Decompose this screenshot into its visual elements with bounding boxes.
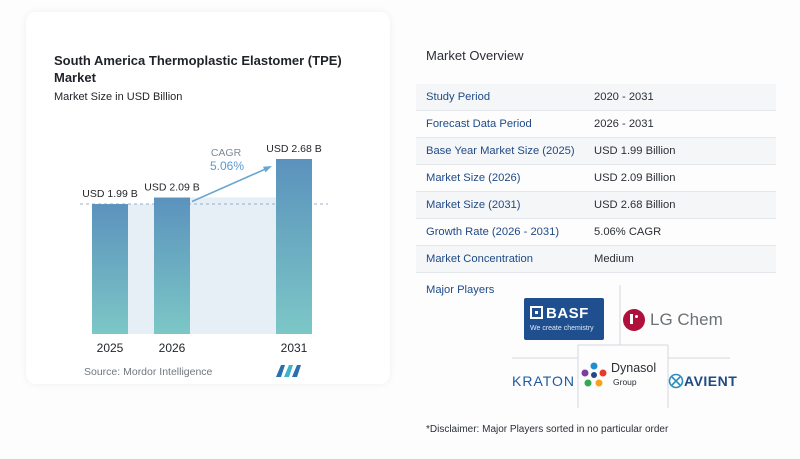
dynasol-name: Dynasol [611, 361, 657, 375]
overview-row: Base Year Market Size (2025) USD 1.99 Bil… [416, 138, 776, 165]
overview-row: Market Size (2026) USD 2.09 Billion [416, 165, 776, 192]
overview-row: Forecast Data Period 2026 - 2031 [416, 111, 776, 138]
overview-value: USD 1.99 Billion [594, 145, 676, 157]
x-tick-label: 2025 [97, 341, 124, 355]
bar-data-label: USD 2.68 B [266, 143, 321, 155]
overview-label: Market Size (2026) [426, 172, 521, 184]
disclaimer: *Disclaimer: Major Players sorted in no … [426, 424, 669, 435]
x-tick-label: 2031 [281, 341, 308, 355]
source-note: Source: Mordor Intelligence [84, 366, 213, 378]
x-tick-label: 2026 [159, 341, 186, 355]
bar-data-label: USD 1.99 B [82, 188, 137, 200]
bar-2026 [154, 197, 190, 334]
major-players-title: Major Players [426, 284, 495, 296]
overview-value: USD 2.68 Billion [594, 199, 676, 211]
overview-table: Study Period 2020 - 2031 Forecast Data Pe… [416, 84, 776, 273]
overview-title: Market Overview [426, 48, 524, 63]
overview-label: Growth Rate (2026 - 2031) [426, 226, 560, 238]
lg-face-icon [623, 309, 645, 331]
overview-value: 2026 - 2031 [594, 118, 654, 130]
basf-tagline: We create chemistry [530, 325, 594, 332]
overview-label: Market Size (2031) [426, 199, 521, 211]
overview-label: Base Year Market Size (2025) [426, 145, 575, 157]
dynasol-group: Group [613, 377, 637, 387]
overview-row: Study Period 2020 - 2031 [416, 84, 776, 111]
overview-label: Forecast Data Period [426, 118, 532, 130]
cagr-value: 5.06% [210, 159, 244, 173]
chart-subtitle: Market Size in USD Billion [54, 91, 183, 103]
overview-value: 2020 - 2031 [594, 91, 654, 103]
avient-mark-icon [668, 373, 684, 389]
dynasol-pinwheel-icon [581, 362, 607, 387]
lg-chem-logo: LG Chem [623, 306, 723, 334]
growth-band [128, 204, 154, 334]
kraton-logo: KRATON [512, 373, 576, 389]
overview-value: 5.06% CAGR [594, 226, 662, 238]
overview-label: Study Period [426, 91, 491, 103]
overview-label: Market Concentration [426, 253, 533, 265]
basf-name: BASF [546, 305, 589, 322]
basf-logo: BASF We create chemistry [524, 298, 604, 340]
cagr-label: CAGR [211, 147, 242, 159]
chart-title: South America Thermoplastic Elastomer (T… [54, 53, 342, 85]
overview-value: USD 2.09 Billion [594, 172, 676, 184]
overview-row: Market Concentration Medium [416, 246, 776, 273]
lg-chem-name: LG Chem [650, 310, 723, 329]
avient-name: AVIENT [684, 373, 738, 389]
basf-square-icon [530, 306, 543, 319]
overview-row: Market Size (2031) USD 2.68 Billion [416, 192, 776, 219]
bar-chart: USD 1.99 B USD 2.09 B USD 2.68 B 2025 2026 2… [80, 143, 328, 355]
bar-2031 [276, 159, 312, 334]
cagr-arrow [191, 166, 271, 203]
bar-data-label: USD 2.09 B [144, 182, 199, 194]
bar-2025 [92, 204, 128, 334]
mordor-logo-icon [276, 365, 301, 377]
growth-band [190, 197, 276, 334]
overview-row: Growth Rate (2026 - 2031) 5.06% CAGR [416, 219, 776, 246]
overview-value: Medium [594, 253, 634, 265]
cagr-arrowhead-icon [263, 166, 272, 173]
